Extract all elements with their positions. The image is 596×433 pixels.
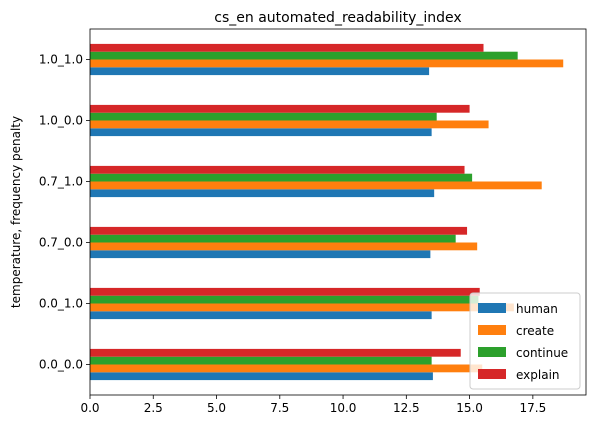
bar-explain-0.7_0.0 xyxy=(90,226,468,235)
bar-human-0.0_1.0 xyxy=(90,311,432,320)
x-tick-label: 0.0 xyxy=(80,401,99,415)
bar-explain-0.7_1.0 xyxy=(90,165,465,174)
x-axis-ticks: 0.0 2.5 5.0 7.5 10.0 12.5 15.0 17.5 xyxy=(80,395,546,415)
y-tick-label: 0.7_1.0 xyxy=(39,175,83,189)
bar-human-0.0_0.0 xyxy=(90,372,433,381)
bar-create-1.0_0.0 xyxy=(90,120,489,129)
x-tick-label: 7.5 xyxy=(270,401,289,415)
x-tick-label: 5.0 xyxy=(207,401,226,415)
y-tick-label: 1.0_1.0 xyxy=(39,53,83,67)
bar-create-0.0_0.0 xyxy=(90,364,483,373)
legend-label-create: create xyxy=(516,324,554,338)
bar-continue-0.7_1.0 xyxy=(90,173,473,182)
y-axis-label: temperature, frequency penalty xyxy=(9,116,23,308)
bar-explain-1.0_0.0 xyxy=(90,104,470,113)
x-tick-label: 12.5 xyxy=(393,401,420,415)
plot-frame xyxy=(89,28,587,396)
bar-continue-1.0_1.0 xyxy=(90,51,518,60)
bars-group xyxy=(90,43,564,381)
x-tick-label: 17.5 xyxy=(519,401,546,415)
x-tick-label: 10.0 xyxy=(330,401,357,415)
bar-create-0.7_1.0 xyxy=(90,181,542,190)
bar-explain-1.0_1.0 xyxy=(90,43,484,52)
legend-label-human: human xyxy=(516,302,558,316)
bar-create-0.7_0.0 xyxy=(90,242,478,251)
y-tick-label: 0.7_0.0 xyxy=(39,236,83,250)
y-axis-ticks: 0.0_0.0 0.0_1.0 0.7_0.0 0.7_1.0 1.0_0.0 1.0_1… xyxy=(39,53,90,372)
bar-human-1.0_0.0 xyxy=(90,128,432,137)
bar-create-1.0_1.0 xyxy=(90,59,564,68)
bar-human-1.0_1.0 xyxy=(90,67,430,76)
legend-label-continue: continue xyxy=(516,346,568,360)
legend-box xyxy=(469,292,581,390)
bar-explain-0.0_1.0 xyxy=(90,287,480,296)
bar-human-0.7_1.0 xyxy=(90,189,435,198)
bar-human-0.7_0.0 xyxy=(90,250,431,259)
legend-swatch-human xyxy=(478,303,506,313)
bar-explain-0.0_0.0 xyxy=(90,348,461,357)
legend-swatch-create xyxy=(478,325,506,335)
bar-continue-0.7_0.0 xyxy=(90,234,456,243)
legend-swatch-continue xyxy=(478,347,506,357)
bar-continue-0.0_0.0 xyxy=(90,356,432,365)
x-tick-label: 2.5 xyxy=(144,401,163,415)
bar-continue-0.0_1.0 xyxy=(90,295,479,304)
legend-swatch-explain xyxy=(478,369,506,379)
bar-create-0.0_1.0 xyxy=(90,303,514,312)
legend-label-explain: explain xyxy=(516,368,560,382)
legend: human create continue explain xyxy=(469,292,581,390)
y-tick-label: 1.0_0.0 xyxy=(39,114,83,128)
bar-continue-1.0_0.0 xyxy=(90,112,437,121)
x-tick-label: 15.0 xyxy=(456,401,483,415)
chart-title: cs_en automated_readability_index xyxy=(214,10,461,26)
y-tick-label: 0.0_0.0 xyxy=(39,358,83,372)
y-tick-label: 0.0_1.0 xyxy=(39,297,83,311)
